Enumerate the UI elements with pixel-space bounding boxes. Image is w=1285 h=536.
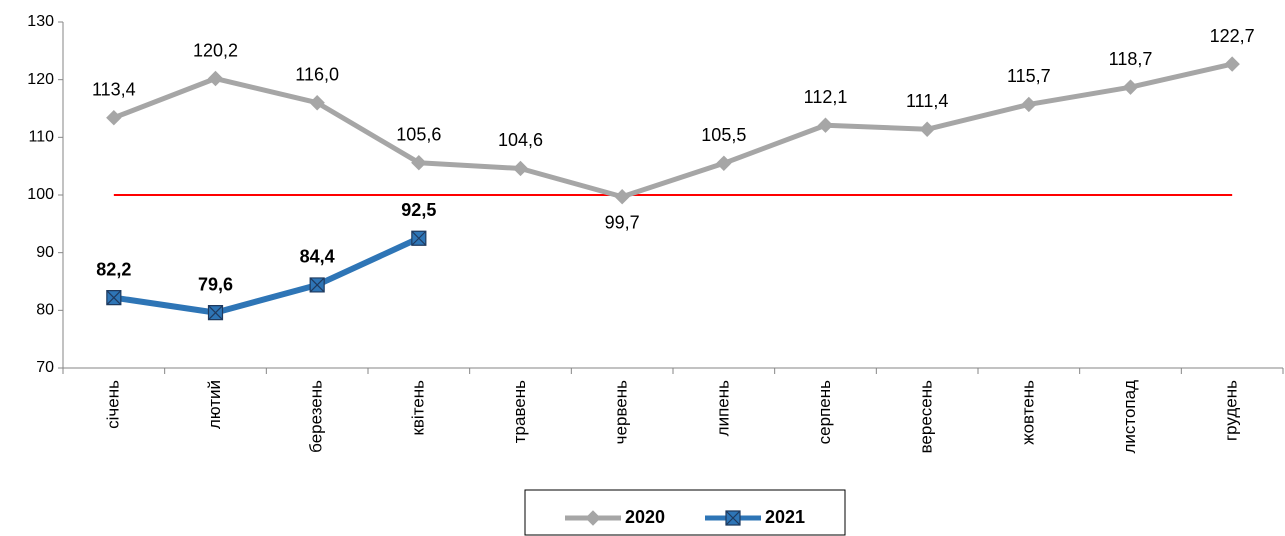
x-tick-label: квітень (408, 380, 427, 436)
value-label: 82,2 (96, 259, 131, 279)
value-label: 79,6 (198, 274, 233, 294)
marker (817, 117, 834, 133)
x-tick-label: січень (103, 380, 122, 429)
value-label: 122,7 (1210, 26, 1255, 46)
marker (1224, 56, 1240, 72)
value-label: 84,4 (300, 247, 335, 267)
value-label: 99,7 (605, 212, 640, 232)
marker (411, 230, 427, 246)
value-label: 105,6 (396, 124, 441, 144)
value-label: 112,1 (804, 87, 848, 107)
value-label: 92,5 (401, 200, 436, 220)
marker (106, 110, 122, 126)
x-tick-label: травень (510, 380, 529, 443)
marker (207, 70, 224, 87)
marker (585, 510, 601, 526)
value-label: 111,4 (906, 91, 948, 111)
y-tick-label: 70 (36, 359, 54, 376)
x-tick-label: жовтень (1018, 380, 1037, 445)
marker (309, 277, 325, 293)
legend-label: 2021 (765, 507, 805, 527)
value-label: 113,4 (92, 79, 136, 99)
value-label: 120,2 (193, 40, 238, 60)
value-label: 105,5 (701, 125, 746, 145)
value-label: 115,7 (1007, 66, 1051, 86)
y-tick-label: 130 (27, 13, 54, 30)
marker (1122, 79, 1139, 95)
y-tick-label: 120 (27, 71, 54, 88)
series-line (113, 235, 421, 316)
value-label: 116,0 (295, 64, 339, 84)
marker (716, 155, 732, 171)
x-tick-label: грудень (1222, 380, 1241, 441)
marker (207, 305, 224, 321)
x-tick-label: листопад (1120, 380, 1139, 454)
legend-label: 2020 (625, 507, 665, 527)
series-line (112, 61, 1233, 200)
marker (512, 160, 529, 177)
y-tick-label: 110 (28, 129, 54, 146)
x-tick-label: вересень (917, 380, 936, 454)
marker (106, 290, 122, 306)
y-tick-label: 100 (27, 186, 54, 203)
legend: 2020 2021 (524, 489, 846, 536)
marker (1021, 96, 1037, 113)
x-tick-label: березень (307, 380, 326, 453)
x-tick-label: серпень (815, 380, 834, 444)
x-tick-label: липень (713, 380, 732, 436)
value-label: 104,6 (498, 130, 543, 150)
y-tick-label: 80 (36, 302, 54, 319)
y-tick-label: 90 (36, 244, 54, 261)
x-tick-label: лютий (205, 380, 224, 429)
marker (309, 95, 325, 111)
legend-box (524, 489, 846, 536)
marker (725, 510, 741, 526)
marker (919, 121, 935, 137)
marker (411, 154, 427, 171)
marker (614, 189, 630, 205)
value-label: 118,7 (1109, 49, 1153, 69)
x-tick-label: червень (612, 380, 631, 444)
